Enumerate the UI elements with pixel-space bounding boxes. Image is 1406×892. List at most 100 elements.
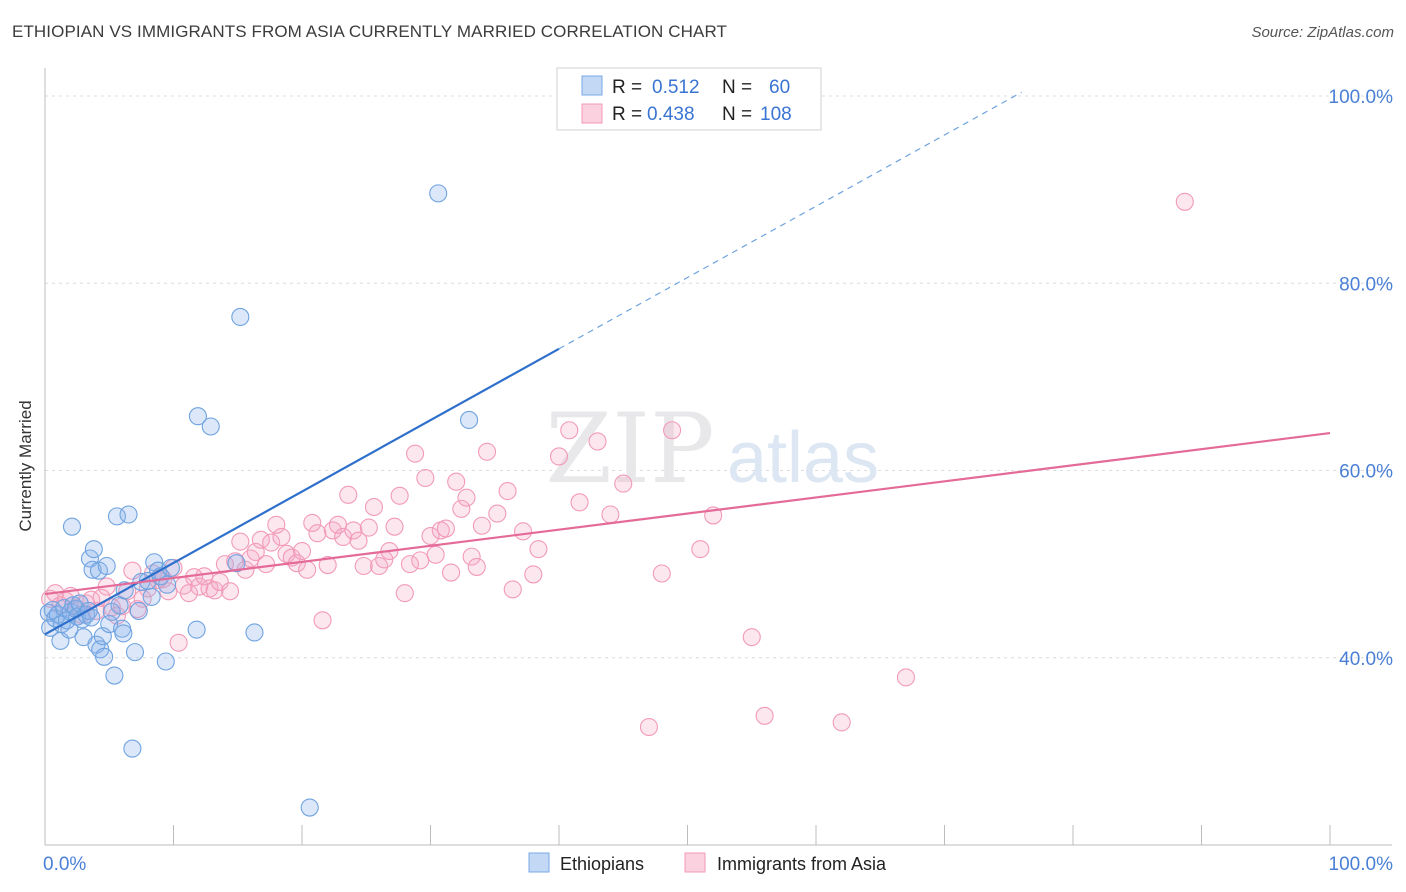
y-tick-label: 80.0% [1339, 274, 1393, 295]
asia-point [298, 560, 317, 579]
x-tick-label-start: 0.0% [43, 854, 86, 875]
asia-point [406, 444, 425, 463]
asia-point [354, 556, 373, 576]
ethiopian-point [110, 596, 129, 615]
asia-point [529, 540, 548, 559]
asia-point [663, 421, 682, 440]
asia-point [334, 527, 353, 547]
legend-r-label-2: R = [612, 104, 642, 125]
asia-point [442, 563, 461, 582]
source-note: Source: ZipAtlas.com [1251, 24, 1394, 41]
y-tick-label: 60.0% [1339, 462, 1393, 483]
asia-point [498, 482, 517, 501]
legend-asia-label: Immigrants from Asia [717, 854, 887, 874]
legend-n-value-2: 108 [760, 104, 792, 125]
asia-point [231, 532, 250, 551]
asia-point [691, 540, 710, 559]
ethiopians-trend-extension [558, 91, 1022, 350]
asia-point [400, 555, 419, 574]
legend-asia-swatch [684, 852, 706, 873]
asia-trend-line [44, 431, 1331, 596]
watermark: ZIP atlas [545, 393, 879, 505]
asia-point [524, 565, 543, 584]
ethiopian-point [129, 601, 148, 620]
asia-point [472, 516, 491, 535]
asia-point [549, 447, 569, 466]
asia-point [359, 518, 378, 537]
y-tick-label: 100.0% [1329, 87, 1394, 108]
ethiopian-point [123, 739, 142, 758]
asia-point [272, 527, 291, 547]
tick-labels: 40.0% 60.0% 80.0% 100.0% 0.0% 100.0% [43, 87, 1393, 875]
ethiopian-point [245, 623, 264, 642]
ethiopian-point [231, 307, 250, 327]
asia-point [262, 533, 281, 552]
legend-n-value-1: 60 [769, 77, 790, 98]
asia-point [1175, 192, 1194, 211]
asia-point [832, 713, 851, 732]
legend-swatch-blue [581, 75, 603, 96]
asia-point [323, 521, 342, 540]
asia-point [292, 541, 312, 561]
legend-n-label-1: N = [722, 77, 752, 98]
legend-ethiopians-swatch [528, 852, 550, 873]
asia-point [755, 706, 774, 725]
ethiopian-point [125, 643, 144, 662]
chart-title: ETHIOPIAN VS IMMIGRANTS FROM ASIA CURREN… [12, 22, 728, 41]
ethiopian-point [70, 594, 89, 613]
asia-point [452, 499, 471, 518]
asia-point [570, 493, 589, 512]
watermark-atlas: atlas [727, 418, 879, 498]
legend-ethiopians-label: Ethiopians [560, 854, 644, 874]
asia-point [639, 717, 659, 737]
ethiopian-point [300, 798, 319, 817]
watermark-zip: ZIP [545, 393, 714, 505]
ethiopian-point [102, 602, 121, 621]
ethiopian-point [187, 620, 206, 639]
asia-point [503, 580, 522, 599]
ethiopian-point [227, 554, 246, 573]
ethiopian-point [62, 517, 82, 536]
ethiopian-point [429, 184, 448, 203]
asia-point [560, 421, 579, 440]
asia-point [395, 584, 414, 603]
ethiopian-point [84, 540, 103, 559]
asia-point [447, 472, 466, 491]
asia-point [318, 556, 337, 575]
legend-series: Ethiopians Immigrants from Asia [528, 852, 887, 874]
asia-point [416, 468, 435, 488]
ethiopian-point [158, 575, 177, 594]
ethiopian-point [201, 417, 220, 436]
asia-point [364, 497, 384, 517]
asia-point [411, 551, 430, 570]
asia-point [588, 432, 607, 451]
y-tick-label: 40.0% [1339, 649, 1393, 670]
asia-point [457, 488, 476, 507]
asia-point [436, 519, 455, 538]
legend-r-value-1: 0.512 [652, 77, 700, 98]
legend-n-label-2: N = [722, 104, 752, 125]
asia-point [385, 517, 404, 536]
asia-point [421, 526, 440, 546]
ethiopian-point [107, 507, 127, 526]
asia-point [426, 545, 445, 564]
asia-point [344, 521, 363, 540]
ethiopian-point [97, 556, 116, 576]
trend-lines [44, 91, 1331, 636]
legend-r-label-1: R = [612, 77, 642, 98]
legend-r-value-2: 0.438 [647, 104, 695, 125]
asia-point [339, 485, 358, 504]
asia-point [614, 474, 633, 493]
ethiopian-point [80, 549, 100, 568]
asia-point [601, 505, 620, 524]
asia-point [313, 611, 332, 630]
asia-point [256, 555, 276, 574]
asia-point [251, 530, 270, 549]
ethiopian-point [188, 407, 207, 426]
gridlines [45, 95, 1392, 659]
asia-point [349, 531, 368, 550]
asia-point [210, 572, 229, 591]
asia-point [513, 522, 533, 541]
asia-point [467, 557, 486, 576]
